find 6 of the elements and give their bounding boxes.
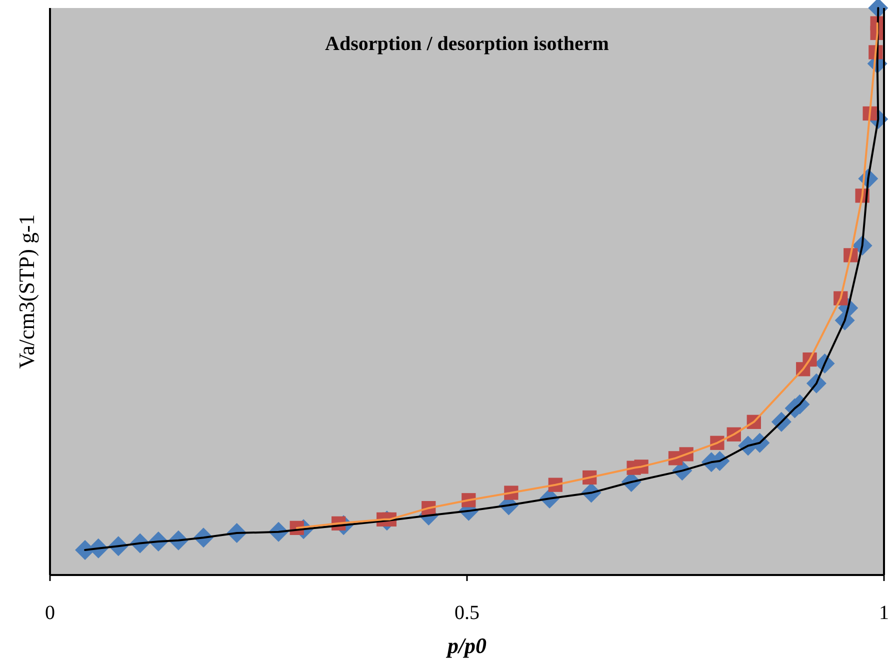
y-axis-title: Va/cm3(STP) g-1: [14, 214, 39, 369]
text: Adsorption / desorption isotherm: [325, 33, 610, 55]
x-tick-label: 1: [879, 602, 889, 624]
x-tick-label: 0.5: [454, 602, 480, 624]
x-axis-title: p/p0: [445, 633, 487, 658]
x-tick-label: 0: [45, 602, 55, 624]
